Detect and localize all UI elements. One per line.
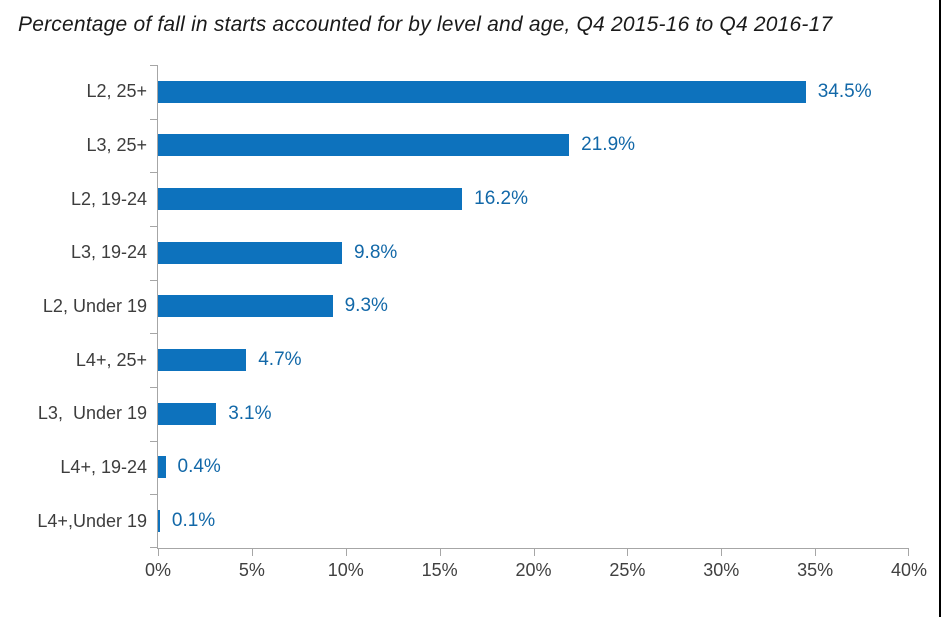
category-label: L2, Under 19: [42, 295, 147, 316]
bar-row: 9.8%: [158, 226, 909, 280]
x-axis-tick: [627, 548, 629, 556]
y-axis-tick: [150, 279, 158, 281]
bar-row: 4.7%: [158, 333, 909, 387]
bar-row: 0.4%: [158, 441, 909, 495]
category-label: L3, 25+: [86, 134, 147, 155]
bar: [158, 456, 166, 479]
bar-value-label: 21.9%: [581, 134, 636, 156]
bar: [158, 349, 247, 372]
x-axis-tick-label: 20%: [515, 560, 552, 580]
y-axis-tick: [150, 547, 158, 548]
y-axis-tick: [150, 118, 158, 120]
bar-value-label: 16.2%: [474, 188, 529, 210]
x-axis-tick: [251, 548, 253, 556]
x-axis-tick: [439, 548, 441, 556]
category-label: L3, Under 19: [37, 403, 147, 424]
x-axis-tick-label: 25%: [609, 560, 646, 580]
bar: [158, 295, 333, 318]
category-label: L2, 19-24: [70, 188, 147, 209]
x-axis-tick: [815, 548, 817, 556]
bar-row: 0.1%: [158, 494, 909, 548]
category-label: L3, 19-24: [70, 242, 147, 263]
x-axis-tick-label: 15%: [421, 560, 458, 580]
bar-value-label: 9.8%: [353, 241, 398, 263]
x-axis-tick: [345, 548, 347, 556]
bar: [158, 241, 342, 264]
x-axis-tick-label: 5%: [238, 560, 265, 580]
bar-row: 34.5%: [158, 65, 909, 119]
bar: [158, 510, 160, 533]
x-axis-tick: [908, 548, 909, 556]
y-axis-tick: [150, 386, 158, 388]
y-axis-tick: [150, 65, 158, 66]
bar: [158, 402, 217, 425]
x-axis-tick-label: 40%: [890, 560, 928, 580]
y-axis-tick: [150, 225, 158, 227]
y-axis-tick: [150, 440, 158, 442]
bar: [158, 134, 570, 157]
x-axis-tick: [158, 548, 159, 556]
bar-value-label: 0.1%: [171, 510, 216, 532]
x-axis-tick-label: 10%: [327, 560, 364, 580]
bar: [158, 80, 806, 103]
category-label: L4+, 25+: [75, 349, 147, 370]
bar-row: 21.9%: [158, 119, 909, 173]
bar-value-label: 34.5%: [817, 80, 872, 102]
bar-value-label: 9.3%: [344, 295, 388, 317]
category-axis: L2, 25+ L3, 25+ L2, 19-24 L3, 19-24 L2, Unde…: [0, 65, 147, 548]
x-axis-tick-label: 35%: [797, 560, 834, 580]
y-axis-tick: [150, 333, 158, 335]
bar-row: 3.1%: [158, 387, 909, 441]
chart-title: Percentage of fall in starts accounted f…: [18, 13, 833, 36]
bar-value-label: 4.7%: [258, 349, 302, 371]
x-axis-tick: [533, 548, 535, 556]
y-axis-tick: [150, 494, 158, 496]
category-label: L4+,Under 19: [37, 510, 147, 531]
bar: [158, 188, 463, 211]
bar-row: 16.2%: [158, 172, 909, 226]
y-axis-tick: [150, 172, 158, 174]
x-axis-tick-label: 30%: [703, 560, 740, 580]
bar-value-label: 3.1%: [228, 402, 272, 424]
x-axis-tick: [721, 548, 723, 556]
plot-area: 34.5% 21.9% 16.2% 9.8% 9.3% 4.7% 3.1% 0.4% 0.1% 0…: [145, 65, 927, 580]
x-axis-tick-label: 0%: [144, 560, 172, 580]
category-label: L2, 25+: [86, 81, 147, 102]
bar-value-label: 0.4%: [177, 456, 221, 478]
bar-row: 9.3%: [158, 280, 909, 334]
category-label: L4+, 19-24: [60, 456, 147, 477]
